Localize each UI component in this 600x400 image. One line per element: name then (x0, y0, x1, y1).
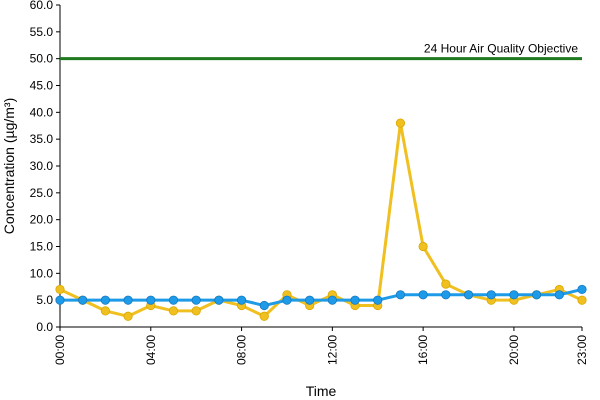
series-1-point (259, 311, 269, 321)
series-2-line (60, 287, 583, 308)
series-1-point (123, 311, 133, 321)
y-tick-label: 5.0 (36, 293, 53, 307)
series-2-point (259, 300, 269, 311)
reference-line-group: 24 Hour Air Quality Objective (60, 42, 582, 61)
y-tick-label: 15.0 (30, 240, 54, 254)
y-tick-label: 10.0 (30, 266, 54, 280)
series-2-point (214, 295, 224, 305)
series-2-point (509, 290, 519, 300)
x-tick-label: 23:00 (575, 335, 589, 365)
series-2-point (418, 290, 428, 300)
x-tick-label: 00:00 (53, 335, 67, 365)
series-2-point (441, 290, 451, 300)
series-1-point (577, 295, 587, 305)
series-group (55, 118, 587, 321)
series-1-point (441, 279, 451, 289)
x-tick-label: 20:00 (507, 335, 521, 365)
series-2-point (282, 295, 292, 305)
x-axis-ticks: 00:00 04:00 08:00 12:00 16:00 20:00 23:00 (53, 327, 589, 365)
y-tick-label: 35.0 (30, 132, 54, 146)
series-2-point (78, 295, 88, 305)
x-tick-label: 16:00 (416, 335, 430, 365)
x-axis-title: Time (306, 383, 337, 399)
series-2-point (305, 295, 315, 305)
series-1-point (100, 306, 110, 316)
series-1-line (59, 121, 583, 318)
series-2-point (55, 295, 65, 305)
x-tick-label: 04:00 (144, 335, 158, 365)
series-2-point (168, 295, 179, 305)
series-2-point (532, 290, 542, 300)
series-2-point (146, 295, 156, 305)
y-tick-label: 25.0 (30, 186, 54, 200)
series-1-point (168, 306, 179, 316)
y-tick-label: 40.0 (30, 105, 54, 119)
y-tick-label: 30.0 (30, 159, 54, 173)
series-2-point (191, 295, 201, 305)
y-tick-label: 0.0 (36, 320, 53, 334)
series-2-point (236, 295, 247, 305)
y-tick-label: 45.0 (30, 79, 54, 93)
y-tick-label: 50.0 (30, 52, 54, 66)
series-1-point (55, 284, 65, 295)
series-2-point (350, 295, 360, 305)
y-tick-label: 20.0 (30, 213, 54, 227)
series-2-point (554, 290, 564, 300)
series-2-point (100, 295, 110, 305)
y-axis-ticks: 0.0 5.0 10.0 15.0 20.0 25.0 30.0 35.0 40.0 45.0 50… (30, 0, 60, 334)
y-axis-title: Concentration (µg/m³) (1, 98, 17, 234)
series-1-point (395, 118, 406, 128)
series-1-point (191, 306, 201, 316)
series-2-point (123, 295, 133, 305)
series-2-point (486, 290, 496, 300)
x-tick-label: 12:00 (325, 335, 339, 365)
series-1-point (418, 241, 428, 252)
objective-label: 24 Hour Air Quality Objective (424, 42, 578, 56)
series-2-point (373, 295, 383, 305)
series-2-point (395, 290, 406, 300)
y-tick-label: 60.0 (30, 0, 54, 12)
series-2-point (577, 284, 587, 295)
x-tick-label: 08:00 (235, 335, 249, 365)
series-2-point (463, 290, 474, 300)
series-2-point (327, 295, 337, 305)
y-tick-label: 55.0 (30, 25, 54, 39)
